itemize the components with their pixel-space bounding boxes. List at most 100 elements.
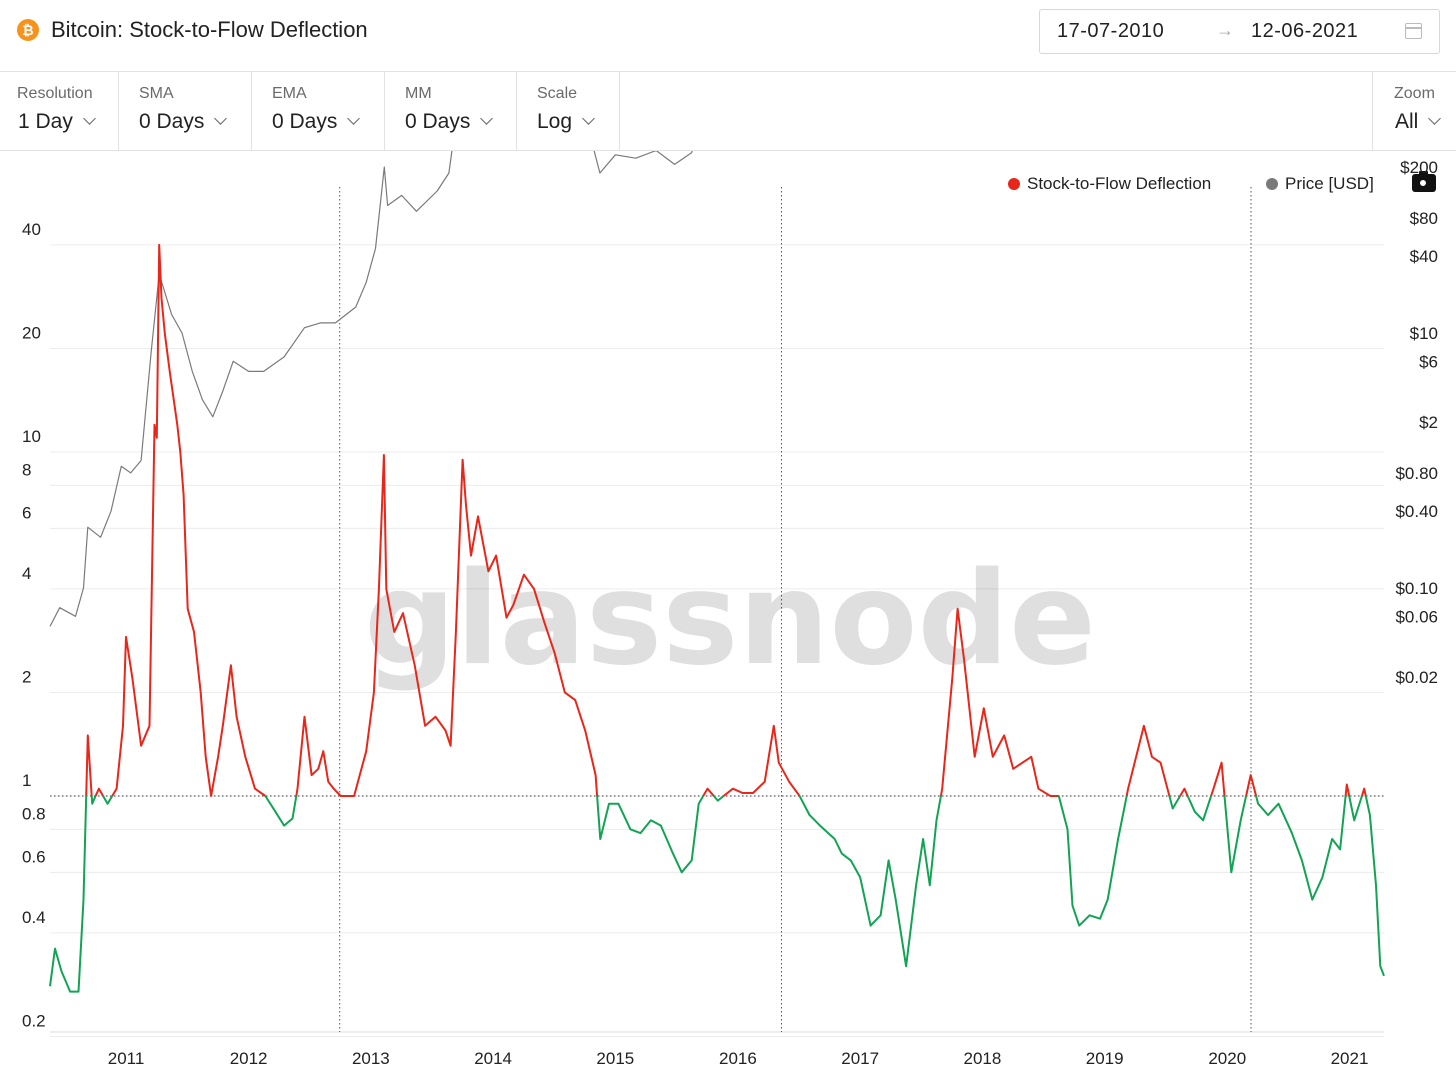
y-right-tick-label: $0.40 [1395, 502, 1438, 521]
y-left-tick-label: 40 [22, 220, 41, 239]
series-line-s2f-below [1348, 795, 1363, 822]
date-range-picker[interactable]: 17-07-2010 → 12-06-2021 [1039, 9, 1440, 54]
series-line-s2f-below [90, 795, 97, 805]
y-left-tick-label: 0.2 [22, 1011, 46, 1030]
x-tick-label: 2011 [108, 1049, 145, 1068]
series-line-s2f-above [702, 787, 715, 797]
series-layer [49, 151, 1385, 993]
scale-select[interactable]: Scale Log [517, 72, 620, 150]
series-line-s2f-above [722, 724, 801, 797]
page-title: Bitcoin: Stock-to-Flow Deflection [51, 17, 368, 42]
series-line-s2f-below [1223, 795, 1248, 874]
ema-select[interactable]: EMA 0 Days [252, 72, 385, 150]
series-line-s2f-above [939, 607, 1059, 797]
chevron-down-icon [582, 112, 595, 125]
x-tick-label: 2020 [1208, 1049, 1246, 1068]
y-left-tick-label: 0.4 [22, 908, 46, 927]
series-line-s2f-above [85, 734, 93, 797]
resolution-label: Resolution [17, 85, 93, 102]
series-line-s2f-below [264, 795, 298, 827]
x-tick-label: 2019 [1086, 1049, 1124, 1068]
y-right-tick-label: $0.02 [1395, 668, 1438, 687]
y-left-tick-label: 1 [22, 771, 31, 790]
y-right-tick-label: $80 [1410, 209, 1438, 228]
scale-value: Log [537, 110, 573, 133]
date-start-input[interactable]: 17-07-2010 [1057, 20, 1165, 42]
series-line-s2f-below [1057, 795, 1128, 927]
s2f-chart: glassnode 2011 2012 2013 2014 2015 2016 2017 20… [22, 151, 1438, 1068]
y-left-tick-label: 10 [22, 427, 41, 446]
series-line-s2f-below [1186, 795, 1213, 822]
x-tick-label: 2021 [1331, 1049, 1369, 1068]
controls-bar: Resolution 1 Day SMA 0 Days EMA 0 Days M… [0, 72, 1456, 151]
zoom-label: Zoom [1394, 85, 1435, 102]
resolution-select[interactable]: Resolution 1 Day [0, 72, 119, 150]
legend-item-s2f[interactable]: Stock-to-Flow Deflection [1008, 174, 1211, 194]
legend-dot-icon [1266, 178, 1278, 190]
y-left-tick-label: 8 [22, 460, 31, 479]
series-line-s2f-below [798, 795, 942, 968]
series-line-price [49, 151, 693, 627]
series-line-s2f-above [94, 787, 104, 797]
mm-label: MM [405, 85, 432, 102]
series-line-s2f-above [1344, 783, 1351, 797]
series-line-s2f-below [102, 795, 114, 805]
series-line-s2f-above [1179, 787, 1189, 797]
camera-icon[interactable] [1412, 171, 1436, 192]
y-right-tick-label: $6 [1419, 352, 1438, 371]
series-line-s2f-above [295, 454, 599, 797]
y-left-tick-label: 0.6 [22, 847, 46, 866]
chevron-down-icon [214, 112, 228, 125]
series-line-s2f-above [1210, 761, 1226, 797]
mm-select[interactable]: MM 0 Days [385, 72, 517, 150]
header: ₿ Bitcoin: Stock-to-Flow Deflection 17-0… [0, 0, 1456, 72]
y-right-tick-label: $40 [1410, 247, 1438, 266]
x-tick-label: 2016 [719, 1049, 757, 1068]
zoom-select[interactable]: Zoom All [1372, 72, 1456, 150]
x-tick-label: 2012 [230, 1049, 268, 1068]
chevron-down-icon [1428, 112, 1442, 125]
x-tick-label: 2018 [964, 1049, 1002, 1068]
series-line-s2f-above [1245, 774, 1258, 797]
y-axis-right: $0.02 $0.06 $0.10 $0.40 $0.80 $2 $6 $10 $40 $80 $2… [1395, 158, 1438, 687]
chevron-down-icon [480, 112, 494, 125]
series-line-s2f-below [49, 795, 88, 993]
series-line-s2f-below [713, 795, 725, 802]
series-line-s2f-below [1364, 795, 1385, 977]
series-line-s2f-above [1125, 724, 1171, 797]
sma-value: 0 Days [139, 110, 205, 133]
chevron-down-icon [82, 112, 96, 125]
legend-item-price[interactable]: Price [USD] [1266, 174, 1374, 194]
legend-label-s2f: Stock-to-Flow Deflection [1027, 174, 1212, 193]
series-line-s2f-above [1360, 787, 1367, 797]
y-right-tick-label: $0.80 [1395, 464, 1438, 483]
zoom-value: All [1395, 110, 1419, 133]
y-right-tick-label: $200 [1400, 158, 1438, 177]
series-line-s2f-above [111, 243, 266, 797]
mm-value: 0 Days [405, 110, 471, 133]
y-right-tick-label: $2 [1419, 413, 1438, 432]
legend-dot-icon [1008, 178, 1020, 190]
bitcoin-icon: ₿ [17, 19, 39, 41]
y-right-tick-label: $0.10 [1395, 579, 1438, 598]
series-line-s2f-below [596, 795, 705, 874]
x-tick-label: 2017 [841, 1049, 879, 1068]
vertical-markers [50, 187, 1384, 1032]
watermark: glassnode [364, 545, 1096, 694]
date-range-arrow-icon: → [1216, 20, 1234, 40]
series-line-s2f-below [1255, 795, 1347, 901]
y-left-tick-label: 20 [22, 323, 41, 342]
x-axis: 2011 2012 2013 2014 2015 2016 2017 2018 2019 2020… [108, 1049, 1369, 1068]
sma-select[interactable]: SMA 0 Days [119, 72, 252, 150]
x-tick-label: 2014 [474, 1049, 512, 1068]
chevron-down-icon [347, 112, 361, 125]
y-axis-left: 0.2 0.4 0.6 0.8 1 2 4 6 8 10 20 40 [22, 220, 46, 1031]
ema-label: EMA [272, 85, 307, 102]
y-right-tick-label: $0.06 [1395, 607, 1438, 626]
x-tick-label: 2013 [352, 1049, 390, 1068]
calendar-icon[interactable] [1405, 23, 1422, 39]
date-end-input[interactable]: 12-06-2021 [1251, 20, 1359, 42]
series-line-s2f-below [1168, 795, 1181, 810]
y-left-tick-label: 0.8 [22, 804, 46, 823]
grid [50, 244, 1384, 1037]
